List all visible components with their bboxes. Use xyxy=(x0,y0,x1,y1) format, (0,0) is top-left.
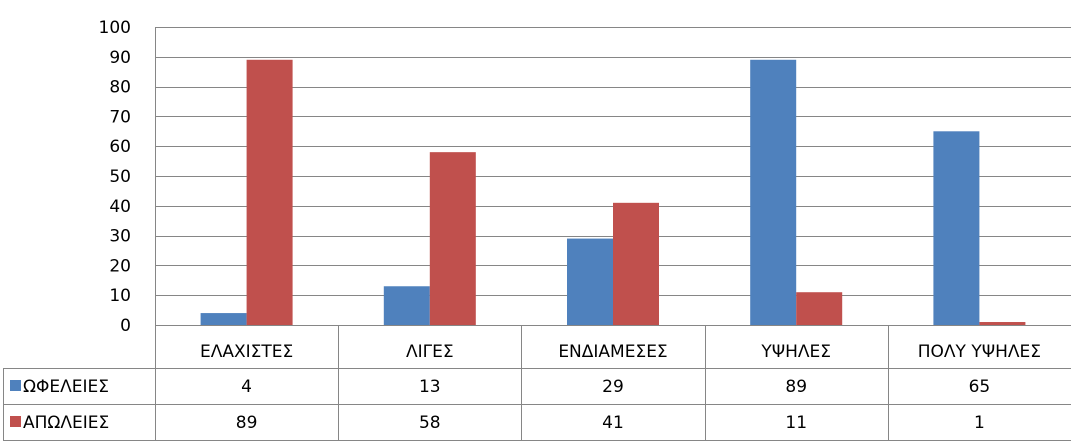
data-table-cell: 4 xyxy=(241,377,252,397)
y-tick-label: 40 xyxy=(109,197,131,217)
bar-apoleies-0 xyxy=(246,59,293,325)
legend-label: ΑΠΩΛΕΙΕΣ xyxy=(23,413,109,433)
y-tick-label: 60 xyxy=(109,137,131,157)
bar-ofeleies-0 xyxy=(200,313,247,325)
data-table-cell: 89 xyxy=(785,377,807,397)
data-table-cell: 89 xyxy=(236,413,258,433)
legend-label: ΩΦΕΛΕΙΕΣ xyxy=(23,377,109,397)
data-table-cell: 29 xyxy=(602,377,624,397)
y-tick-label: 30 xyxy=(109,227,131,247)
bar-apoleies-3 xyxy=(796,292,843,325)
bar-ofeleies-4 xyxy=(933,131,980,325)
legend-key-0 xyxy=(10,380,21,391)
data-table-cell: 1 xyxy=(974,413,985,433)
data-table-cell: 41 xyxy=(602,413,624,433)
y-tick-label: 90 xyxy=(109,48,131,68)
bar-ofeleies-2 xyxy=(567,238,613,325)
data-table-cell: 58 xyxy=(419,413,441,433)
category-label: ΥΨΗΛΕΣ xyxy=(760,342,831,362)
bar-apoleies-4 xyxy=(979,322,1026,325)
data-table-cell: 11 xyxy=(785,413,807,433)
category-label: ΛΙΓΕΣ xyxy=(406,342,454,362)
y-tick-label: 80 xyxy=(109,78,131,98)
bar-ofeleies-1 xyxy=(383,286,430,325)
y-tick-label: 70 xyxy=(109,107,131,127)
bar-ofeleies-3 xyxy=(750,59,797,325)
y-tick-label: 10 xyxy=(109,286,131,306)
category-label: ΕΝΔΙΑΜΕΣΕΣ xyxy=(558,342,667,362)
data-table-cell: 65 xyxy=(969,377,991,397)
bar-apoleies-1 xyxy=(429,152,476,325)
legend-key-1 xyxy=(10,416,21,427)
data-table-cell: 13 xyxy=(419,377,441,397)
category-label: ΠΟΛΥ ΥΨΗΛΕΣ xyxy=(918,342,1041,362)
y-tick-label: 20 xyxy=(109,256,131,276)
y-tick-label: 100 xyxy=(99,18,131,38)
bar-apoleies-2 xyxy=(613,202,659,325)
y-tick-label: 50 xyxy=(109,167,131,187)
category-label: ΕΛΑΧΙΣΤΕΣ xyxy=(200,342,293,362)
y-tick-label: 0 xyxy=(120,316,131,336)
